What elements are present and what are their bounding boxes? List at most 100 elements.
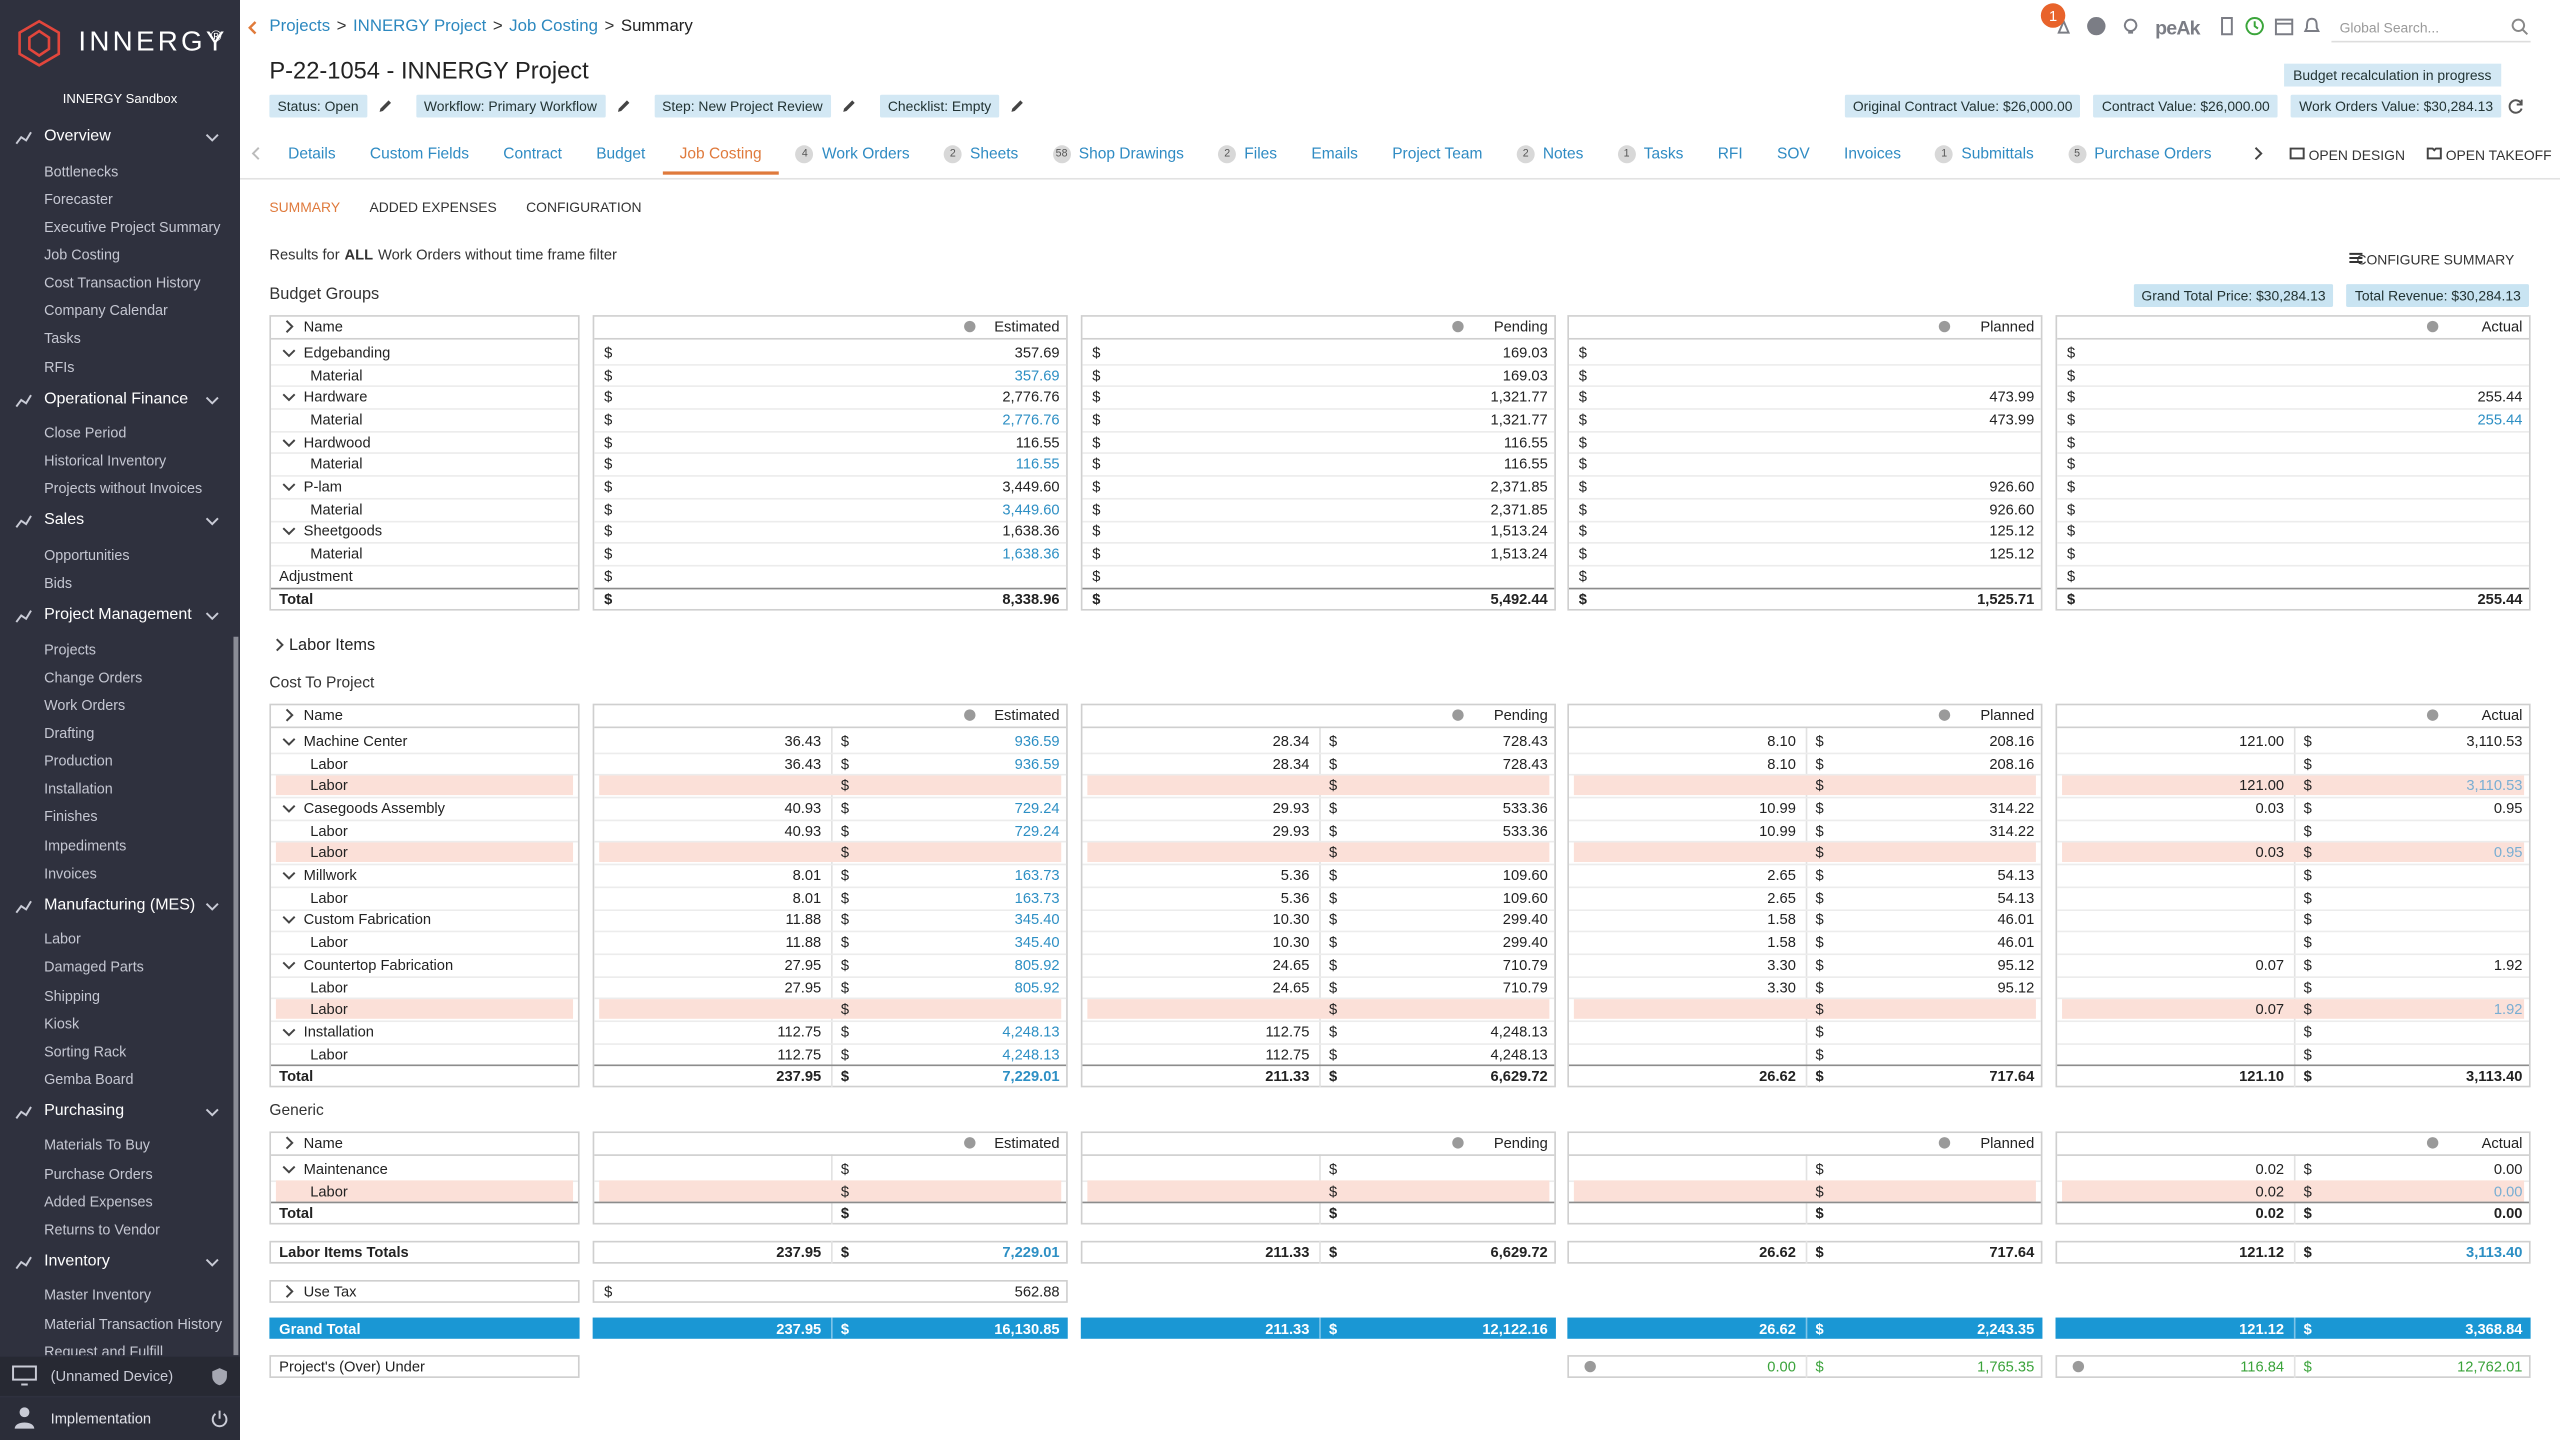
nav-item[interactable]: Opportunities xyxy=(44,546,130,564)
tab[interactable]: 1 Submittals xyxy=(1918,136,2051,174)
amount-value[interactable]: 116.55 xyxy=(1015,455,1060,473)
tab[interactable]: 5 Purchase Orders xyxy=(2051,136,2229,174)
labor-items-title[interactable]: Labor Items xyxy=(288,635,376,654)
amount-value[interactable]: 4,248.13 xyxy=(1002,1045,1060,1063)
collapse-icon[interactable] xyxy=(281,389,297,405)
tab[interactable]: RFI xyxy=(1701,136,1760,174)
section-title[interactable]: Overview xyxy=(44,127,111,146)
toolbar-icon[interactable] xyxy=(2217,16,2237,36)
nav-item[interactable]: Work Orders xyxy=(44,696,126,714)
subtab[interactable]: ADDED EXPENSES xyxy=(369,199,497,216)
nav-item[interactable]: Finishes xyxy=(44,808,98,826)
nav-item[interactable]: Change Orders xyxy=(44,668,143,686)
section-title[interactable]: Purchasing xyxy=(44,1101,125,1120)
amount-value[interactable]: 255.44 xyxy=(2477,411,2523,428)
amount-value[interactable]: 357.69 xyxy=(1014,366,1060,383)
toolbar-icon[interactable] xyxy=(2056,16,2076,36)
nav-item[interactable]: Cost Transaction History xyxy=(44,274,201,291)
toolbar-icon[interactable] xyxy=(2274,16,2294,36)
nav-item[interactable]: Close Period xyxy=(44,424,127,441)
amount-value[interactable]: 7,229.01 xyxy=(1002,1243,1060,1260)
nav-item[interactable]: Sorting Rack xyxy=(44,1042,127,1060)
nav-item[interactable]: Drafting xyxy=(44,724,95,742)
tab[interactable]: Job Costing xyxy=(662,136,779,175)
tab[interactable]: Details xyxy=(271,136,353,174)
back-chevron[interactable] xyxy=(245,20,261,36)
amount-value[interactable]: 1.92 xyxy=(2493,1001,2523,1018)
nav-item[interactable]: Damaged Parts xyxy=(44,958,144,976)
nav-item[interactable]: Purchase Orders xyxy=(44,1165,153,1182)
tab[interactable]: SOV xyxy=(1760,136,1827,174)
nav-item[interactable]: Master Inventory xyxy=(44,1287,152,1304)
tab[interactable]: 2 Sheets xyxy=(927,136,1036,174)
expand-all[interactable] xyxy=(281,318,297,334)
nav-item[interactable]: Historical Inventory xyxy=(44,452,167,469)
amount-value[interactable]: 3,110.53 xyxy=(2466,777,2523,794)
breadcrumb-item[interactable]: Projects xyxy=(269,17,331,36)
amount-value[interactable]: 163.73 xyxy=(1014,866,1060,884)
collapse-icon[interactable] xyxy=(281,1160,297,1176)
section-title[interactable]: Inventory xyxy=(44,1252,110,1271)
amount-value[interactable]: 0.00 xyxy=(2493,1182,2523,1200)
collapse-icon[interactable] xyxy=(281,867,297,883)
tab[interactable]: 4 Work Orders xyxy=(779,136,927,174)
collapse-icon[interactable] xyxy=(281,1023,297,1039)
nav-item[interactable]: RFIs xyxy=(44,358,75,375)
breadcrumb-item[interactable]: Job Costing xyxy=(509,17,598,36)
subtab[interactable]: CONFIGURATION xyxy=(526,199,642,216)
tab[interactable]: Project Team xyxy=(1375,136,1500,174)
breadcrumb-item[interactable]: INNERGY Project xyxy=(353,17,487,36)
tab[interactable]: Emails xyxy=(1294,136,1375,174)
tab[interactable]: 58 Shop Drawings xyxy=(1035,136,1201,174)
configure-summary[interactable]: CONFIGURE SUMMARY xyxy=(2356,250,2515,267)
amount-value[interactable]: 2,776.76 xyxy=(1002,411,1060,428)
expand-all[interactable] xyxy=(281,1135,297,1151)
amount-value[interactable]: 936.59 xyxy=(1014,755,1060,772)
tab-action[interactable]: OPEN TAKEOFF xyxy=(2445,146,2552,163)
status-chip[interactable]: Status: Open xyxy=(269,94,367,118)
nav-item[interactable]: Projects without Invoices xyxy=(44,480,203,497)
edit-icon[interactable] xyxy=(1009,98,1025,114)
tab[interactable]: Invoices xyxy=(1827,136,1918,174)
nav-item[interactable]: Bids xyxy=(44,574,73,592)
toolbar-icon[interactable] xyxy=(2302,16,2322,36)
nav-item[interactable]: Shipping xyxy=(44,986,100,1004)
expand-all[interactable] xyxy=(281,707,297,723)
nav-item[interactable]: Request and Fulfill xyxy=(44,1343,164,1356)
nav-item[interactable]: Job Costing xyxy=(44,246,120,263)
nav-item[interactable]: Returns to Vendor xyxy=(44,1221,160,1238)
amount-value[interactable]: 3,449.60 xyxy=(1002,500,1060,518)
status-chip[interactable]: Checklist: Empty xyxy=(879,94,1000,118)
use-tax-toggle[interactable] xyxy=(281,1282,297,1298)
toolbar-icon[interactable] xyxy=(2245,16,2265,36)
amount-value[interactable]: 163.73 xyxy=(1014,889,1060,906)
status-chip[interactable]: Workflow: Primary Workflow xyxy=(415,94,606,118)
tab[interactable]: 1 Tasks xyxy=(1601,136,1701,174)
tab[interactable]: 2 Files xyxy=(1201,136,1294,174)
amount-value[interactable]: 4,248.13 xyxy=(1002,1023,1060,1040)
nav-item[interactable]: Bottlenecks xyxy=(44,162,119,179)
collapse-icon[interactable] xyxy=(281,478,297,494)
collapse-icon[interactable] xyxy=(281,344,297,360)
section-title[interactable]: Project Management xyxy=(44,605,192,624)
amount-value[interactable]: 345.40 xyxy=(1014,934,1060,951)
amount-value[interactable]: 0.95 xyxy=(2493,844,2523,861)
tab-action[interactable]: OPEN DESIGN xyxy=(2308,146,2405,163)
collapse-icon[interactable] xyxy=(281,912,297,928)
nav-item[interactable]: Invoices xyxy=(44,864,97,882)
user-name[interactable]: Implementation xyxy=(50,1410,152,1427)
nav-item[interactable]: Impediments xyxy=(44,836,127,854)
amount-value[interactable]: 936.59 xyxy=(1014,732,1060,750)
tab[interactable]: 2 Notes xyxy=(1500,136,1601,174)
nav-item[interactable]: Executive Project Summary xyxy=(44,218,221,235)
tabs-right[interactable] xyxy=(2250,145,2266,161)
nav-item[interactable]: Material Transaction History xyxy=(44,1315,223,1332)
edit-icon[interactable] xyxy=(377,98,393,114)
nav-item[interactable]: Production xyxy=(44,752,113,770)
section-title[interactable]: Manufacturing (MES) xyxy=(44,895,196,914)
refresh-icon[interactable] xyxy=(2508,98,2524,114)
amount-value[interactable]: 729.24 xyxy=(1014,799,1060,817)
collapse-icon[interactable] xyxy=(281,733,297,749)
toolbar-icon[interactable] xyxy=(2087,16,2107,36)
peak-brand[interactable]: peAk xyxy=(2155,16,2200,40)
